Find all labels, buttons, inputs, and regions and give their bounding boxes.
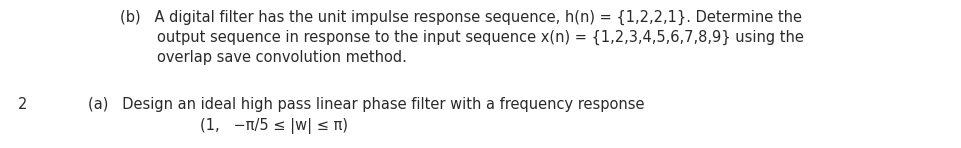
Text: 2: 2: [18, 97, 27, 112]
Text: (a)   Design an ideal high pass linear phase filter with a frequency response: (a) Design an ideal high pass linear pha…: [88, 97, 645, 112]
Text: overlap save convolution method.: overlap save convolution method.: [157, 50, 407, 65]
Text: output sequence in response to the input sequence x(n) = {1,2,3,4,5,6,7,8,9} usi: output sequence in response to the input…: [157, 30, 803, 45]
Text: (1,   −π/5 ≤ |w| ≤ π): (1, −π/5 ≤ |w| ≤ π): [200, 118, 348, 134]
Text: (b)   A digital filter has the unit impulse response sequence, h(n) = {1,2,2,1}.: (b) A digital filter has the unit impuls…: [120, 10, 802, 25]
